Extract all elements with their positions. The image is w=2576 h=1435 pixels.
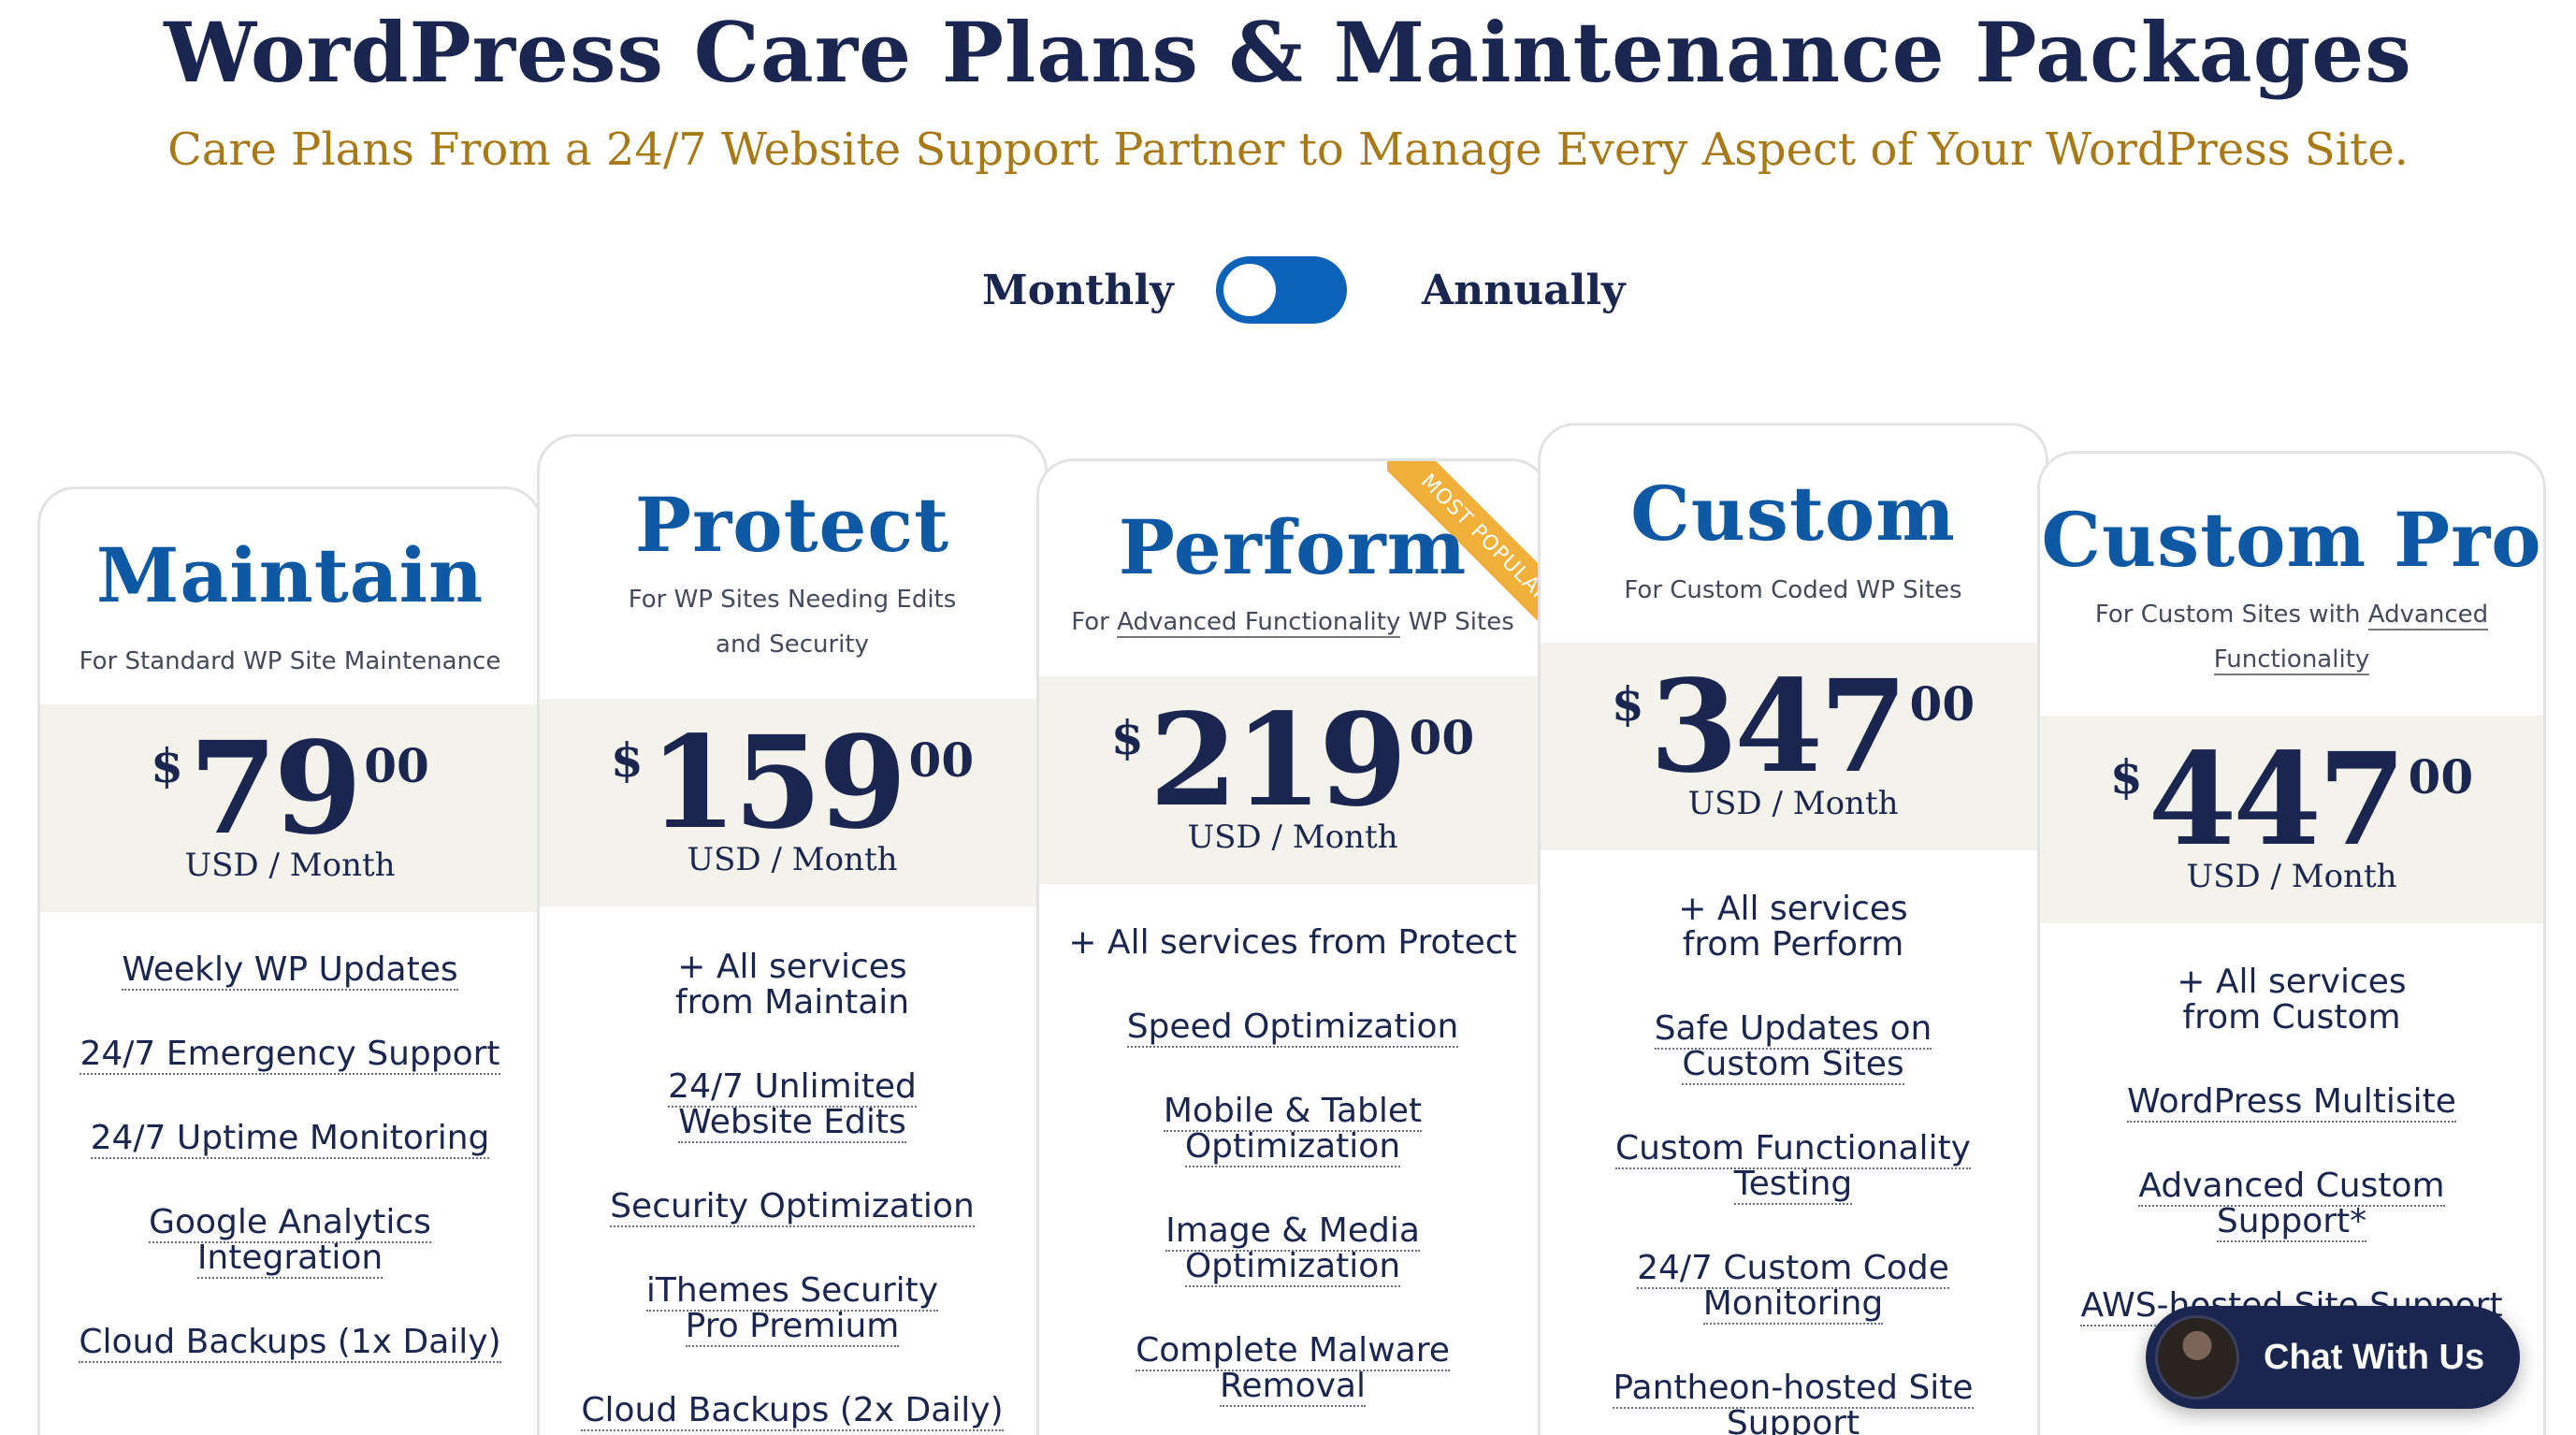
price-cents: 00 [364,738,429,793]
price: $ 79 00 [40,725,540,852]
feature-item[interactable]: Image & Media Optimization [1165,1211,1420,1287]
price-amount: 159 [648,708,907,858]
feature-item[interactable]: 24/7 Uptime Monitoring [90,1119,490,1159]
price-currency: $ [1110,710,1144,765]
billing-toggle: Monthly Annually [982,256,1626,324]
feature-item[interactable]: Speed Optimization [1126,1007,1459,1048]
monthly-label[interactable]: Monthly [982,266,1174,314]
feature-item: + All services from Perform [1678,890,1908,964]
plan-card-protect: Protect For WP Sites Needing Edits and S… [537,434,1048,1435]
plan-description: For Custom Coded WP Sites [1541,568,2046,613]
feature-item[interactable]: Mobile & Tablet Optimization [1163,1092,1423,1167]
feature-item[interactable]: Pantheon-hosted Site Support [1613,1369,1974,1435]
feature-list: + All services from Custom WordPress Mul… [2040,963,2543,1326]
plan-description-text: For Custom Coded WP Sites [1624,576,1962,604]
price-currency: $ [1611,676,1644,732]
price: $ 159 00 [540,719,1045,847]
price-band: $ 159 00 USD / Month [540,699,1045,906]
billing-period-switch[interactable] [1216,256,1347,324]
switch-knob [1223,264,1276,316]
plan-description-text: For Standard WP Site Maintenance [79,647,501,675]
feature-item[interactable]: Complete Malware Removal [1136,1331,1450,1407]
feature-list: + All services from Protect Speed Optimi… [1039,923,1546,1407]
price-amount: 79 [188,714,362,863]
feature-item[interactable]: Cloud Backups (2x Daily) [581,1391,1004,1431]
feature-list: Weekly WP Updates 24/7 Emergency Support… [40,950,540,1363]
feature-item[interactable]: iThemes Security Pro Premium [645,1271,939,1347]
plan-description-link[interactable]: Advanced Functionality [2213,601,2489,675]
feature-item: + All services from Maintain [674,948,910,1022]
plan-description: For Advanced Functionality WP Sites [1039,600,1546,645]
plan-name: Protect [634,481,950,569]
annually-label[interactable]: Annually [1422,266,1626,314]
price-band: $ 79 00 USD / Month [40,704,540,912]
plan-name: Custom Pro [2041,496,2542,584]
plan-description-prefix: For [1071,608,1118,636]
feature-item[interactable]: WordPress Multisite [2127,1082,2456,1123]
price-currency: $ [2109,749,2143,804]
plan-name: Perform [1118,503,1468,591]
chat-label: Chat With Us [2264,1337,2485,1377]
price-band: $ 219 00 USD / Month [1039,676,1546,884]
price-currency: $ [151,738,183,793]
feature-item[interactable]: Cloud Backups (1x Daily) [79,1323,501,1363]
feature-item[interactable]: Security Optimization [610,1187,975,1227]
price-currency: $ [610,732,644,788]
feature-item[interactable]: 24/7 Custom Code Monitoring [1637,1249,1949,1325]
feature-item[interactable]: Custom Functionality Testing [1615,1129,1971,1205]
feature-item[interactable]: 24/7 Unlimited Website Edits [668,1067,917,1143]
price-amount: 219 [1149,686,1408,835]
price-band: $ 347 00 USD / Month [1541,643,2046,850]
price-amount: 447 [2148,725,2407,875]
feature-item[interactable]: Google Analytics Integration [149,1203,431,1279]
page-title: WordPress Care Plans & Maintenance Packa… [164,4,2412,101]
price-band: $ 447 00 USD / Month [2040,716,2543,923]
chat-with-us-button[interactable]: Chat With Us [2146,1306,2520,1409]
plan-description: For WP Sites Needing Edits and Security [540,577,1045,667]
plan-card-custom: Custom For Custom Coded WP Sites $ 347 0… [1538,423,2048,1435]
feature-item[interactable]: Advanced Custom Support* [2138,1167,2445,1242]
plan-card-maintain: Maintain For Standard WP Site Maintenanc… [37,486,543,1435]
plan-description: For Standard WP Site Maintenance [40,639,540,684]
feature-item[interactable]: 24/7 Emergency Support [80,1035,500,1075]
price-cents: 00 [1409,710,1475,765]
price-period: USD / Month [1687,785,1899,822]
plan-description-link[interactable]: Advanced Functionality [1117,608,1401,638]
price-period: USD / Month [687,841,898,878]
price-amount: 347 [1649,652,1908,802]
price-period: USD / Month [2186,858,2397,895]
feature-item: + All services from Protect [1068,923,1517,962]
price-cents: 00 [2408,749,2474,804]
plan-name: Custom [1630,470,1956,558]
support-agent-avatar [2155,1315,2239,1399]
feature-list: + All services from Maintain 24/7 Unlimi… [540,948,1045,1431]
plan-description-suffix: WP Sites [1400,608,1514,636]
price: $ 347 00 [1541,663,2046,790]
plan-description-prefix: For Custom Sites with [2094,601,2368,629]
feature-item[interactable]: Weekly WP Updates [122,950,458,991]
price: $ 219 00 [1039,697,1546,824]
plan-card-perform: MOST POPULAR Perform For Advanced Functi… [1036,458,1549,1435]
price-cents: 00 [908,732,975,788]
plan-name: Maintain [95,531,485,619]
plan-card-custom-pro: Custom Pro For Custom Sites with Advance… [2037,451,2546,1435]
feature-item[interactable]: Safe Updates on Custom Sites [1654,1009,1932,1085]
price-cents: 00 [1909,676,1975,732]
plan-description: For Custom Sites with Advanced Functiona… [2040,592,2543,682]
price-period: USD / Month [1187,819,1398,856]
feature-item: + All services from Custom [2177,963,2407,1036]
plan-description-text: For WP Sites Needing Edits and Security [628,586,957,659]
feature-list: + All services from Perform Safe Updates… [1541,891,2046,1435]
price: $ 447 00 [2040,736,2543,863]
price-period: USD / Month [184,847,396,884]
page-subtitle: Care Plans From a 24/7 Website Support P… [167,123,2409,176]
